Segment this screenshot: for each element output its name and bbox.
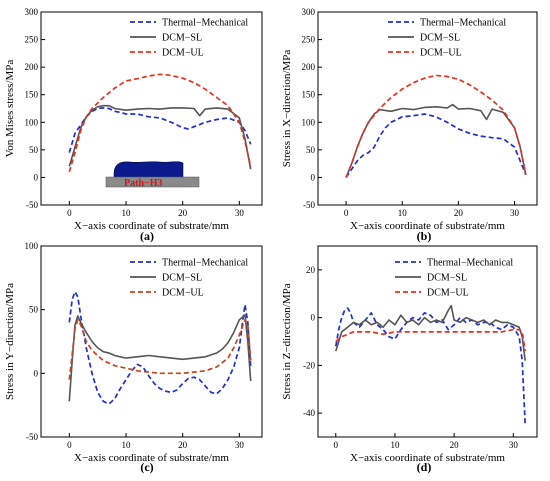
legend-label: Thermal−Mechanical [427,258,513,269]
y-tick-label: 0 [311,172,316,182]
inset-label: Path−H3 [124,178,162,189]
series-line-dcm-ul [68,73,252,173]
legend-label: DCM−SL [420,33,460,44]
series-line-dcm-ul [335,328,527,352]
y-tick-label: -40 [303,408,315,418]
x-tick-label: 0 [67,440,72,450]
x-tick-label: 20 [178,208,188,218]
x-tick-label: 20 [454,208,464,218]
inset-path-h3-illustration: Path−H3 [105,161,200,189]
x-tick-label: 30 [235,440,245,450]
y-tick-label: -50 [303,200,315,210]
x-tick-label: 10 [122,208,132,218]
legend-label: DCM−UL [162,48,204,59]
x-tick-label: 30 [509,440,519,450]
y-tick-label: 300 [302,7,316,17]
x-tick-label: 0 [67,208,72,218]
series-line-dcm-sl [68,313,252,402]
y-tick-label: -50 [26,200,38,210]
series-line-thermal-mechanical [68,107,252,153]
x-tick-label: 10 [390,440,400,450]
series-line-dcm-sl [68,104,252,170]
panel-label: (b) [417,229,432,243]
y-tick-label: 0 [311,313,316,323]
legend-label: DCM−SL [162,33,202,44]
y-tick-label: 250 [302,35,316,45]
x-axis-label: X−axis coordinate of substrate/mm [350,220,505,232]
series-line-dcm-ul [68,319,252,380]
legend-label: DCM−UL [420,48,462,59]
series-line-dcm-sl [335,304,526,361]
series-line-thermal-mechanical [334,307,527,426]
y-axis-label: Stress in Z−direction/MPa [281,283,293,399]
x-tick-label: 10 [122,440,132,450]
y-axis-label: Stress in Y−direction/MPa [4,283,16,400]
x-tick-label: 20 [178,440,188,450]
y-tick-label: 200 [302,62,316,72]
series-line-dcm-ul [345,74,527,178]
y-tick-label: 150 [302,90,316,100]
panel-label: (d) [417,460,432,474]
legend-label: Thermal−Mechanical [162,258,248,269]
x-axis-label: X−axis coordinate of substrate/mm [350,452,505,464]
panel-label: (c) [140,460,153,474]
legend-label: DCM−SL [427,273,467,284]
x-tick-label: 30 [510,208,520,218]
y-tick-label: 20 [306,265,316,275]
y-tick-label: -50 [26,432,38,442]
series-line-dcm-sl [345,103,527,178]
legend-label: DCM−UL [162,288,204,299]
x-tick-label: 30 [235,208,245,218]
y-tick-label: 50 [29,305,39,315]
y-tick-label: 100 [25,117,39,127]
y-tick-label: 100 [302,117,316,127]
y-tick-label: 200 [25,62,39,72]
y-axis-label: Von Mises stress/MPa [4,60,16,158]
y-tick-label: -20 [303,360,315,370]
y-axis-label: Stress in X−direction/MPa [281,50,293,168]
legend-label: DCM−UL [427,288,469,299]
plot-frame-3 [40,245,263,438]
legend-label: DCM−SL [162,273,202,284]
y-tick-label: 0 [34,368,39,378]
series-line-thermal-mechanical [345,113,527,178]
y-tick-label: 0 [34,172,39,182]
x-axis-label: X−axis coordinate of substrate/mm [74,452,229,464]
legend-label: Thermal−Mechanical [420,18,506,29]
x-tick-label: 0 [344,208,349,218]
legend-label: Thermal−Mechanical [162,18,248,29]
plot-frame-4 [317,245,538,438]
y-tick-label: 250 [25,35,39,45]
x-tick-label: 0 [334,440,339,450]
x-axis-label: X−axis coordinate of substrate/mm [74,220,229,232]
x-tick-label: 10 [398,208,408,218]
series-line-thermal-mechanical [68,290,252,405]
y-tick-label: 300 [25,7,39,17]
panel-label: (a) [140,229,154,243]
y-tick-label: 100 [25,241,39,251]
y-tick-label: 150 [25,90,39,100]
y-tick-label: 50 [306,145,316,155]
x-tick-label: 20 [450,440,460,450]
plot-frame-2 [317,11,538,206]
plot-frame-1 [40,11,263,206]
y-tick-label: 50 [29,145,39,155]
